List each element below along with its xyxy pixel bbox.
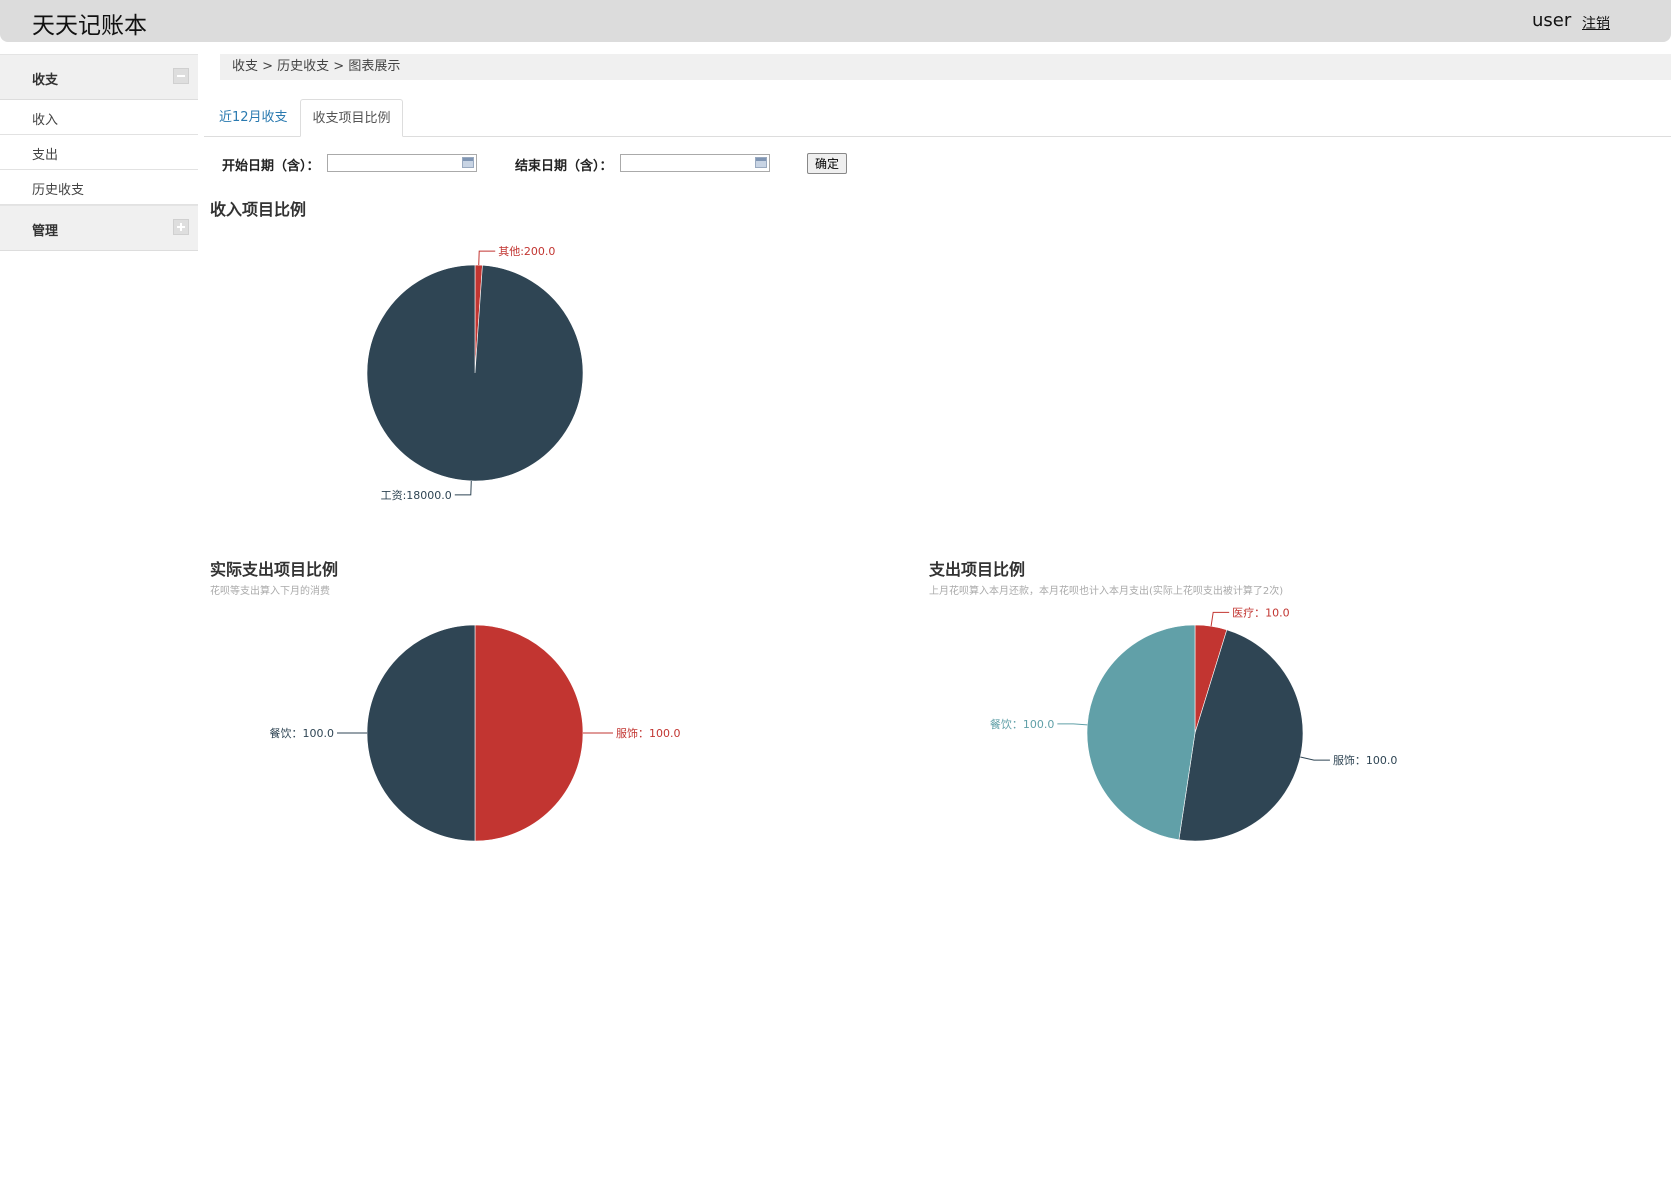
- chart-subtitle: 上月花呗算入本月还款，本月花呗也计入本月支出(实际上花呗支出被计算了2次): [929, 586, 1284, 597]
- end-date-input[interactable]: [620, 154, 770, 172]
- sidebar-item-expense[interactable]: 支出: [0, 135, 198, 170]
- pie-label: 服饰：100.0: [1333, 753, 1398, 767]
- chart-title: 收入项目比例: [210, 200, 307, 219]
- sidebar-group-label: 收支: [32, 73, 59, 88]
- user-name: user: [1532, 10, 1572, 31]
- app-title: 天天记账本: [32, 13, 147, 39]
- pie-label: 医疗：10.0: [1232, 605, 1290, 619]
- pie-chart-2: 服饰：100.0 餐饮：100.0: [270, 624, 681, 842]
- pie-label: 其他:200.0: [498, 245, 555, 258]
- pie-label-line: [1210, 611, 1230, 627]
- pie-chart-1: 其他:200.0 工资:18000.0: [366, 245, 584, 502]
- calendar-icon[interactable]: [462, 157, 474, 168]
- sidebar-item-label: 收入: [32, 113, 59, 128]
- pie-label-line: [478, 250, 496, 266]
- sidebar-group-label: 管理: [32, 224, 59, 239]
- chart-title: 支出项目比例: [929, 560, 1026, 579]
- pie-slice-服饰[interactable]: [474, 624, 584, 842]
- pie-label: 餐饮：100.0: [990, 717, 1055, 731]
- pie-label: 工资:18000.0: [381, 489, 452, 502]
- pie-slice-工资[interactable]: [366, 264, 584, 482]
- sidebar-item-label: 支出: [32, 148, 59, 163]
- confirm-button[interactable]: 确定: [807, 153, 847, 174]
- pie-slice-餐饮[interactable]: [366, 624, 476, 842]
- breadcrumb: 收支 > 历史收支 > 图表展示: [220, 54, 1671, 80]
- pie-label: 餐饮：100.0: [270, 726, 335, 740]
- logout-link[interactable]: 注销: [1582, 16, 1610, 32]
- collapse-minus-icon[interactable]: [173, 68, 189, 84]
- chart-title: 实际支出项目比例: [210, 560, 339, 579]
- sidebar: 收支 收入 支出 历史收支 管理: [0, 54, 198, 251]
- sidebar-group-manage[interactable]: 管理: [0, 205, 198, 251]
- sidebar-item-income[interactable]: 收入: [0, 100, 198, 135]
- sidebar-group-income-expense[interactable]: 收支: [0, 54, 198, 100]
- tab-category-ratio[interactable]: 收支项目比例: [300, 99, 403, 137]
- tab-last-12-months[interactable]: 近12月收支: [219, 110, 288, 125]
- pie-slice-服饰[interactable]: [1178, 629, 1304, 842]
- sidebar-item-label: 历史收支: [32, 183, 85, 198]
- end-date-label: 结束日期（含）：: [515, 159, 613, 174]
- tab-bar: 近12月收支 收支项目比例: [204, 99, 1671, 137]
- start-date-label: 开始日期（含）：: [222, 159, 320, 174]
- pie-label-line: [1300, 756, 1330, 761]
- start-date-input[interactable]: [327, 154, 477, 172]
- pie-label-line: [1057, 723, 1088, 726]
- chart-subtitle: 花呗等支出算入下月的消费: [210, 586, 330, 597]
- pie-chart-3: 医疗：10.0 服饰：100.0 餐饮：100.0: [990, 605, 1398, 842]
- top-bar: 天天记账本 user 注销: [0, 0, 1671, 42]
- pie-slice-餐饮[interactable]: [1086, 624, 1196, 841]
- sidebar-item-history[interactable]: 历史收支: [0, 170, 198, 205]
- pie-label-line: [454, 480, 472, 496]
- calendar-icon[interactable]: [755, 157, 767, 168]
- expand-plus-icon[interactable]: [173, 219, 189, 235]
- pie-label: 服饰：100.0: [616, 726, 681, 740]
